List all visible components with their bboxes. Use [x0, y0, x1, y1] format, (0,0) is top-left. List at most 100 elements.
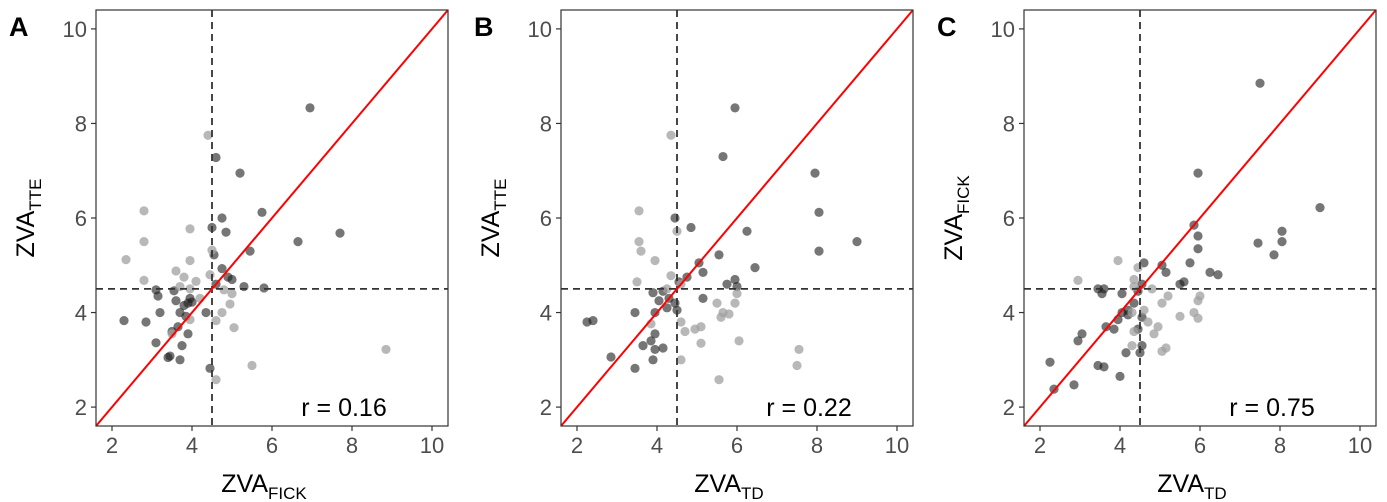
scatter-point-dark — [1205, 267, 1215, 277]
scatter-point-dark — [335, 228, 345, 238]
scatter-point-dark — [305, 103, 315, 113]
scatter-point-light — [1163, 291, 1173, 301]
scatter-point-light — [690, 324, 700, 334]
correlation-annotation: r = 0.22 — [766, 394, 851, 422]
scatter-point-light — [1193, 313, 1203, 323]
scatter-point-dark — [1129, 298, 1139, 308]
scatter-point-dark — [293, 237, 303, 247]
x-axis-title: ZVAFICK — [221, 470, 307, 502]
scatter-point-dark — [638, 341, 648, 351]
scatter-point-dark — [1193, 244, 1203, 254]
scatter-point-dark — [730, 274, 740, 285]
scatter-point-dark — [814, 207, 824, 217]
y-tick-label: 10 — [528, 17, 552, 42]
scatter-point-dark — [153, 291, 163, 301]
y-axis-title-subscript: TTE — [491, 179, 510, 211]
scatter-point-dark — [630, 363, 640, 373]
scatter-point-dark — [1161, 267, 1171, 277]
scatter-point-dark — [1193, 168, 1203, 178]
scatter-point-light — [219, 285, 229, 295]
x-axis-title-main: ZVA — [1157, 470, 1204, 498]
x-tick-label: 6 — [731, 433, 743, 458]
scatter-point-light — [185, 224, 195, 234]
scatter-point-dark — [1175, 279, 1185, 289]
scatter-point-dark — [183, 298, 193, 308]
x-tick-label: 10 — [1348, 433, 1372, 458]
plot-area — [561, 10, 913, 426]
scatter-point-light — [247, 360, 257, 371]
scatter-point-light — [714, 375, 724, 385]
scatter-point-dark — [698, 293, 708, 303]
scatter-point-dark — [1213, 270, 1223, 280]
scatter-point-light — [167, 329, 177, 339]
scatter-point-light — [185, 255, 195, 266]
x-axis-title: ZVATD — [1157, 470, 1226, 502]
scatter-point-light — [1139, 305, 1149, 315]
scatter-point-light — [676, 317, 686, 327]
scatter-point-dark — [151, 338, 161, 348]
scatter-point-dark — [698, 267, 708, 277]
scatter-point-light — [203, 130, 213, 140]
scatter-point-dark — [730, 103, 740, 113]
plot-area — [1024, 10, 1376, 426]
scatter-point-light — [139, 237, 149, 247]
y-axis-title: ZVATTE — [477, 179, 510, 258]
scatter-point-dark — [670, 213, 680, 223]
x-tick-label: 2 — [571, 433, 583, 458]
x-tick-label: 4 — [186, 433, 198, 458]
scatter-point-dark — [1117, 289, 1127, 299]
y-tick-label: 8 — [1003, 111, 1015, 136]
plot-area — [96, 10, 448, 426]
x-tick-label: 10 — [885, 433, 909, 458]
scatter-point-light — [211, 315, 221, 326]
correlation-annotation: r = 0.75 — [1229, 394, 1314, 422]
y-tick-label: 8 — [540, 111, 552, 136]
x-axis-title-main: ZVA — [221, 470, 268, 498]
scatter-point-light — [792, 360, 802, 371]
series-light — [632, 130, 804, 385]
identity-line — [96, 10, 448, 426]
scatter-point-light — [1073, 275, 1083, 285]
scatter-point-light — [227, 289, 237, 299]
correlation-annotation: r = 0.16 — [301, 394, 386, 422]
scatter-point-dark — [227, 274, 237, 285]
scatter-point-dark — [1277, 237, 1287, 247]
scatter-point-dark — [201, 307, 211, 318]
scatter-point-dark — [175, 355, 185, 365]
scatter-point-light — [662, 284, 672, 294]
scatter-point-dark — [648, 355, 658, 365]
scatter-point-dark — [1045, 357, 1055, 367]
scatter-point-dark — [221, 227, 231, 237]
scatter-point-light — [730, 298, 740, 308]
panel-label: C — [937, 12, 957, 42]
scatter-point-dark — [648, 288, 658, 298]
scatter-point-light — [139, 206, 149, 216]
scatter-point-dark — [1099, 362, 1109, 372]
scatter-point-dark — [1121, 348, 1131, 358]
scatter-point-light — [205, 270, 215, 280]
y-tick-label: 4 — [75, 301, 87, 326]
scatter-point-light — [634, 237, 644, 247]
panel-label: A — [9, 12, 29, 42]
y-axis-title: ZVATTE — [12, 179, 45, 258]
series-dark — [582, 103, 862, 373]
scatter-point-light — [1129, 326, 1139, 337]
scatter-point-dark — [814, 246, 824, 256]
scatter-point-dark — [722, 279, 732, 289]
scatter-point-dark — [650, 307, 660, 318]
series-dark — [119, 103, 345, 373]
scatter-point-dark — [1097, 289, 1107, 299]
scatter-point-dark — [714, 250, 724, 260]
scatter-point-light — [139, 275, 149, 285]
scatter-point-dark — [810, 168, 820, 178]
scatter-point-light — [1113, 255, 1123, 266]
y-tick-label: 6 — [75, 206, 87, 231]
scatter-point-dark — [163, 352, 173, 363]
scatter-point-dark — [606, 352, 616, 362]
scatter-point-light — [1153, 322, 1163, 332]
scatter-point-light — [121, 255, 131, 265]
scatter-point-light — [217, 307, 227, 318]
scatter-point-light — [1133, 263, 1143, 273]
scatter-point-light — [191, 276, 201, 286]
